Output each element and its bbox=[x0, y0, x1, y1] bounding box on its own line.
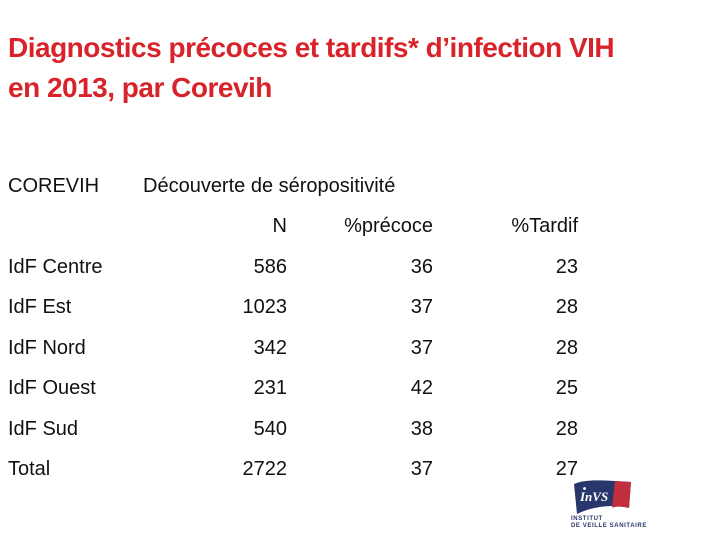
row-label: IdF Ouest bbox=[8, 377, 96, 400]
cell-tardif: 28 bbox=[555, 417, 579, 440]
slide-title-line1: Diagnostics précoces et tardifs* d’infec… bbox=[8, 32, 615, 63]
cell-n: 231 bbox=[253, 377, 287, 400]
cell-precoce: 42 bbox=[410, 377, 433, 400]
table-subheader-row: N %précoce %Tardif bbox=[8, 207, 578, 248]
cell-tardif: 25 bbox=[555, 377, 579, 400]
invs-acronym: InVS bbox=[579, 489, 608, 504]
table-row: IdF Sud 540 38 28 bbox=[8, 409, 578, 450]
cell-precoce: 36 bbox=[410, 255, 433, 278]
invs-logo: InVS INSTITUT DE VEILLE SANITAIRE bbox=[571, 477, 651, 530]
cell-tardif: 27 bbox=[555, 458, 579, 481]
column-header-tardif: %Tardif bbox=[511, 215, 579, 238]
invs-caption: INSTITUT DE VEILLE SANITAIRE bbox=[571, 516, 651, 530]
cell-precoce: 37 bbox=[410, 296, 433, 319]
cell-precoce: 37 bbox=[410, 336, 433, 359]
row-label: IdF Est bbox=[8, 296, 72, 319]
cell-tardif: 23 bbox=[555, 255, 579, 278]
slide-title: Diagnostics précoces et tardifs* d’infec… bbox=[8, 28, 615, 108]
corevih-table: COREVIH Découverte de séropositivité N %… bbox=[8, 166, 578, 490]
table-row-total: Total 2722 37 27 bbox=[8, 450, 578, 491]
cell-tardif: 28 bbox=[555, 336, 579, 359]
invs-caption-line1: INSTITUT bbox=[571, 516, 603, 522]
table-row: IdF Ouest 231 42 25 bbox=[8, 369, 578, 410]
cell-precoce: 37 bbox=[410, 458, 433, 481]
cell-n: 540 bbox=[253, 417, 287, 440]
cell-tardif: 28 bbox=[555, 296, 579, 319]
row-label: IdF Sud bbox=[8, 417, 79, 440]
table-row: IdF Est 1023 37 28 bbox=[8, 288, 578, 329]
table-header-row: COREVIH Découverte de séropositivité bbox=[8, 166, 578, 207]
subheader-empty bbox=[8, 207, 143, 248]
column-header-n: N bbox=[272, 215, 287, 238]
group-header-decouverte: Découverte de séropositivité bbox=[143, 174, 396, 197]
table-row: IdF Centre 586 36 23 bbox=[8, 247, 578, 288]
cell-precoce: 38 bbox=[410, 417, 433, 440]
cell-n: 2722 bbox=[242, 458, 288, 481]
cell-n: 1023 bbox=[242, 296, 288, 319]
invs-flag-icon: InVS bbox=[574, 480, 631, 514]
column-header-precoce: %précoce bbox=[344, 215, 433, 238]
corner-header-corevih: COREVIH bbox=[8, 174, 100, 197]
cell-n: 586 bbox=[253, 255, 287, 278]
slide-title-line2: en 2013, par Corevih bbox=[8, 72, 272, 103]
table-row: IdF Nord 342 37 28 bbox=[8, 328, 578, 369]
cell-n: 342 bbox=[253, 336, 287, 359]
row-label: IdF Centre bbox=[8, 255, 103, 278]
row-label: Total bbox=[8, 458, 51, 481]
invs-caption-line2: DE VEILLE SANITAIRE bbox=[571, 523, 647, 529]
row-label: IdF Nord bbox=[8, 336, 86, 359]
